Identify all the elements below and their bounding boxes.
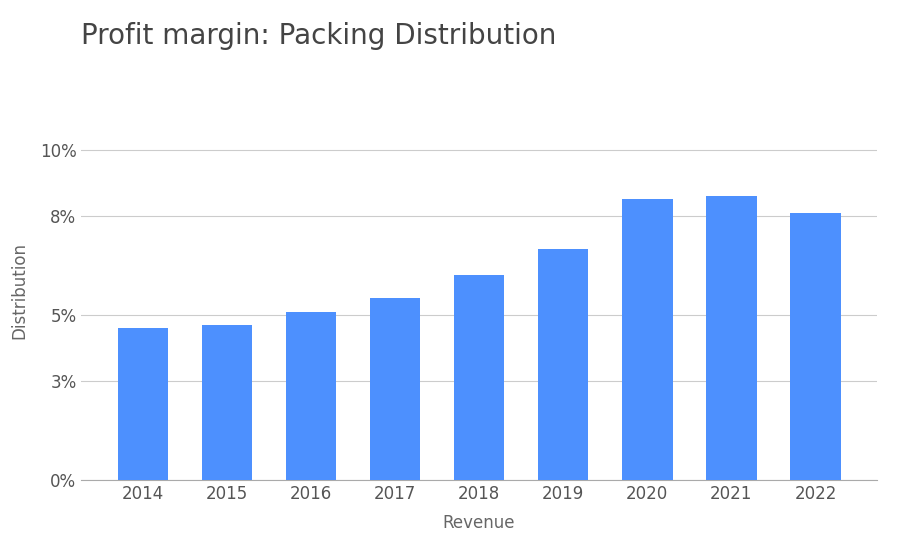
X-axis label: Revenue: Revenue <box>442 514 515 532</box>
Bar <box>705 196 756 480</box>
Y-axis label: Distribution: Distribution <box>11 242 29 339</box>
Bar <box>453 275 504 480</box>
Bar <box>369 299 420 480</box>
Bar <box>117 328 168 480</box>
Text: Profit margin: Packing Distribution: Profit margin: Packing Distribution <box>81 22 556 50</box>
Bar <box>621 199 672 480</box>
Bar <box>789 213 840 480</box>
Bar <box>201 325 252 480</box>
Bar <box>285 311 336 480</box>
Bar <box>537 249 588 480</box>
